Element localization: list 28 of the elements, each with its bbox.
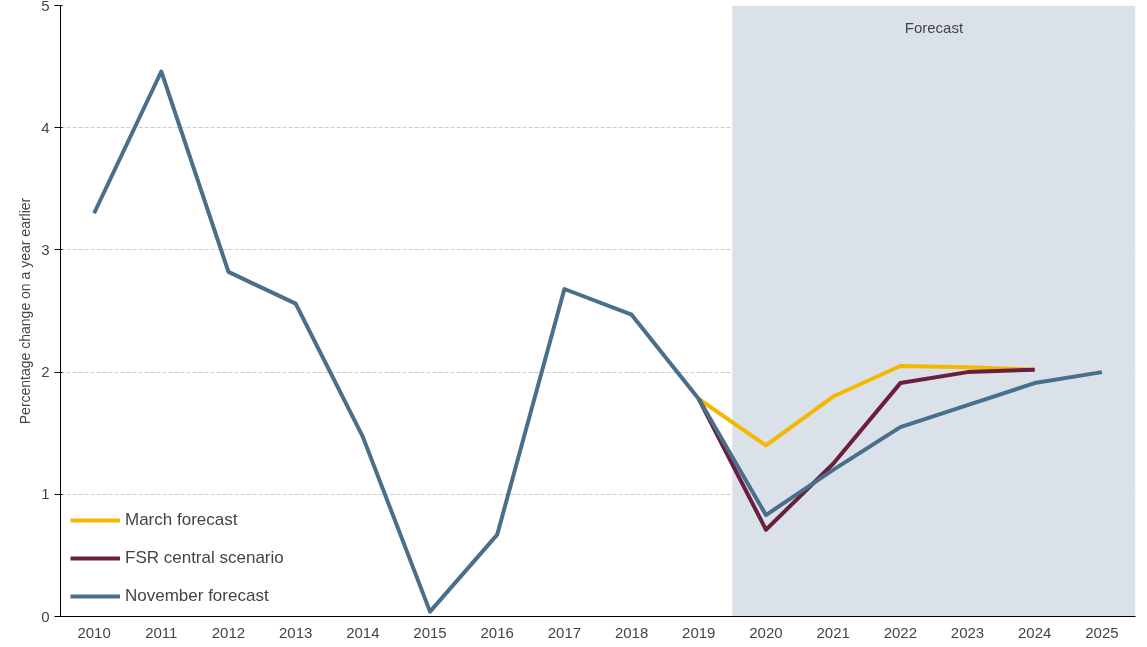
x-tick-label: 2013 bbox=[278, 623, 313, 641]
x-tick-label: 2014 bbox=[346, 623, 380, 641]
x-tick-label: 2025 bbox=[1085, 623, 1119, 641]
legend-label: FSR central scenario bbox=[125, 548, 284, 568]
y-tick-label: 5 bbox=[41, 0, 50, 14]
legend-label: March forecast bbox=[125, 510, 238, 530]
x-tick-label: 2020 bbox=[749, 623, 783, 641]
x-tick-label: 2018 bbox=[614, 623, 649, 641]
x-tick-label: 2024 bbox=[1018, 623, 1052, 641]
x-tick-label: 2023 bbox=[950, 623, 985, 641]
x-tick-label: 2016 bbox=[480, 623, 514, 641]
band-label: Forecast bbox=[904, 18, 964, 36]
x-tick-label: 2010 bbox=[77, 623, 111, 641]
x-tick-label: 2011 bbox=[145, 623, 178, 641]
y-axis-title: Percentage change on a year earlier bbox=[17, 197, 34, 425]
x-tick-label: 2022 bbox=[883, 623, 918, 641]
y-tick-label: 1 bbox=[41, 485, 50, 503]
y-tick-label: 2 bbox=[41, 363, 50, 381]
y-tick-label: 3 bbox=[41, 240, 50, 258]
line-series bbox=[92, 69, 1104, 614]
legend-label: November forecast bbox=[125, 586, 269, 606]
y-tick-label: 0 bbox=[41, 607, 50, 625]
x-tick-label: 2021 bbox=[816, 623, 850, 641]
x-tick-label: 2015 bbox=[413, 623, 447, 641]
x-tick-label: 2012 bbox=[211, 623, 246, 641]
y-tick-label: 4 bbox=[41, 118, 50, 136]
x-tick-label: 2017 bbox=[547, 623, 582, 641]
x-tick-label: 2019 bbox=[682, 623, 716, 641]
